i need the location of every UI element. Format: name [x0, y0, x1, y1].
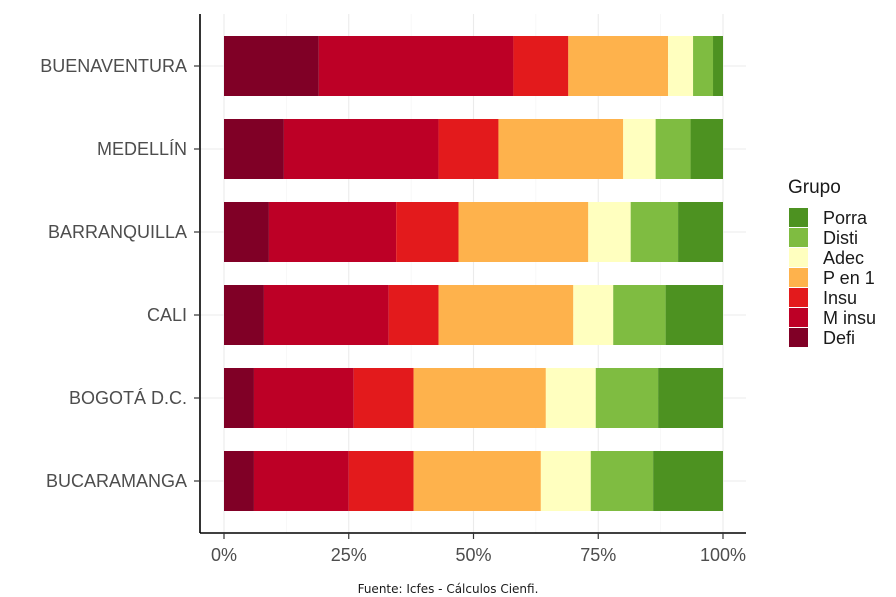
bar-segment-disti	[590, 451, 654, 511]
bar-segment-m-insu	[253, 451, 349, 511]
bar-segment-insu	[348, 451, 414, 511]
bar-segment-defi	[224, 368, 254, 428]
bar-segment-disti	[655, 119, 691, 179]
bar-segment-insu	[388, 285, 439, 345]
y-tick-label: BARRANQUILLA	[48, 222, 187, 242]
bar-segment-adec	[668, 36, 694, 96]
bar-segment-insu	[396, 202, 459, 262]
bar-segment-disti	[630, 202, 679, 262]
legend-swatch	[789, 308, 808, 327]
legend-swatch	[789, 208, 808, 227]
bar-segment-adec	[623, 119, 656, 179]
bar-segment-disti	[613, 285, 666, 345]
x-tick-label: 0%	[211, 545, 237, 565]
bar-segment-m-insu	[283, 119, 439, 179]
bar-segment-m-insu	[318, 36, 514, 96]
bar-segment-adec	[540, 451, 591, 511]
x-tick-label: 100%	[700, 545, 746, 565]
bar-segment-insu	[513, 36, 569, 96]
bar-segment-defi	[224, 202, 269, 262]
y-tick-label: BUENAVENTURA	[40, 56, 187, 76]
legend-label: P en 1	[823, 268, 875, 288]
y-tick-label: BUCARAMANGA	[46, 471, 187, 491]
bar-segment-m-insu	[253, 368, 354, 428]
bar-segment-porra	[713, 36, 723, 96]
bar-segment-p-en-1	[413, 451, 541, 511]
bars	[224, 36, 723, 511]
legend-label: Adec	[823, 248, 864, 268]
y-tick-label: CALI	[147, 305, 187, 325]
bar-segment-p-en-1	[413, 368, 546, 428]
legend-label: Disti	[823, 228, 858, 248]
bar-segment-p-en-1	[438, 285, 574, 345]
legend-swatch	[789, 248, 808, 267]
legend-swatch	[789, 268, 808, 287]
bar-segment-defi	[224, 451, 254, 511]
bar-segment-defi	[224, 36, 319, 96]
legend-label: Insu	[823, 288, 857, 308]
legend-label: Porra	[823, 208, 868, 228]
legend-swatch	[789, 228, 808, 247]
bar-segment-insu	[438, 119, 499, 179]
bar-segment-p-en-1	[568, 36, 669, 96]
bar-segment-m-insu	[263, 285, 389, 345]
x-tick-label: 50%	[455, 545, 491, 565]
y-ticks: BUENAVENTURA MEDELLÍN BARRANQUILLA CALI BOGO…	[40, 56, 200, 491]
x-ticks: 0% 25% 50% 75% 100%	[211, 533, 746, 565]
bar-segment-insu	[353, 368, 414, 428]
x-tick-label: 75%	[580, 545, 616, 565]
bar-segment-adec	[573, 285, 614, 345]
bar-segment-porra	[678, 202, 723, 262]
bar-segment-porra	[653, 451, 723, 511]
y-tick-label: BOGOTÁ D.C.	[69, 388, 187, 408]
bar-segment-defi	[224, 119, 284, 179]
legend-title: Grupo	[788, 177, 841, 198]
bar-segment-adec	[545, 368, 596, 428]
bar-segment-adec	[588, 202, 631, 262]
bar-segment-disti	[693, 36, 714, 96]
bar-segment-defi	[224, 285, 264, 345]
chart-caption: Fuente: Icfes - Cálculos Cienfi.	[358, 582, 539, 596]
bar-segment-p-en-1	[458, 202, 589, 262]
legend-swatch	[789, 328, 808, 347]
bar-segment-porra	[690, 119, 723, 179]
x-tick-label: 25%	[331, 545, 367, 565]
bar-segment-disti	[595, 368, 659, 428]
bar-segment-porra	[658, 368, 723, 428]
bar-segment-m-insu	[268, 202, 397, 262]
y-tick-label: MEDELLÍN	[97, 139, 187, 159]
legend-swatch	[789, 288, 808, 307]
legend-label: Defi	[823, 328, 855, 348]
legend-label: M insu	[823, 308, 876, 328]
bar-segment-p-en-1	[498, 119, 624, 179]
bar-segment-porra	[665, 285, 723, 345]
